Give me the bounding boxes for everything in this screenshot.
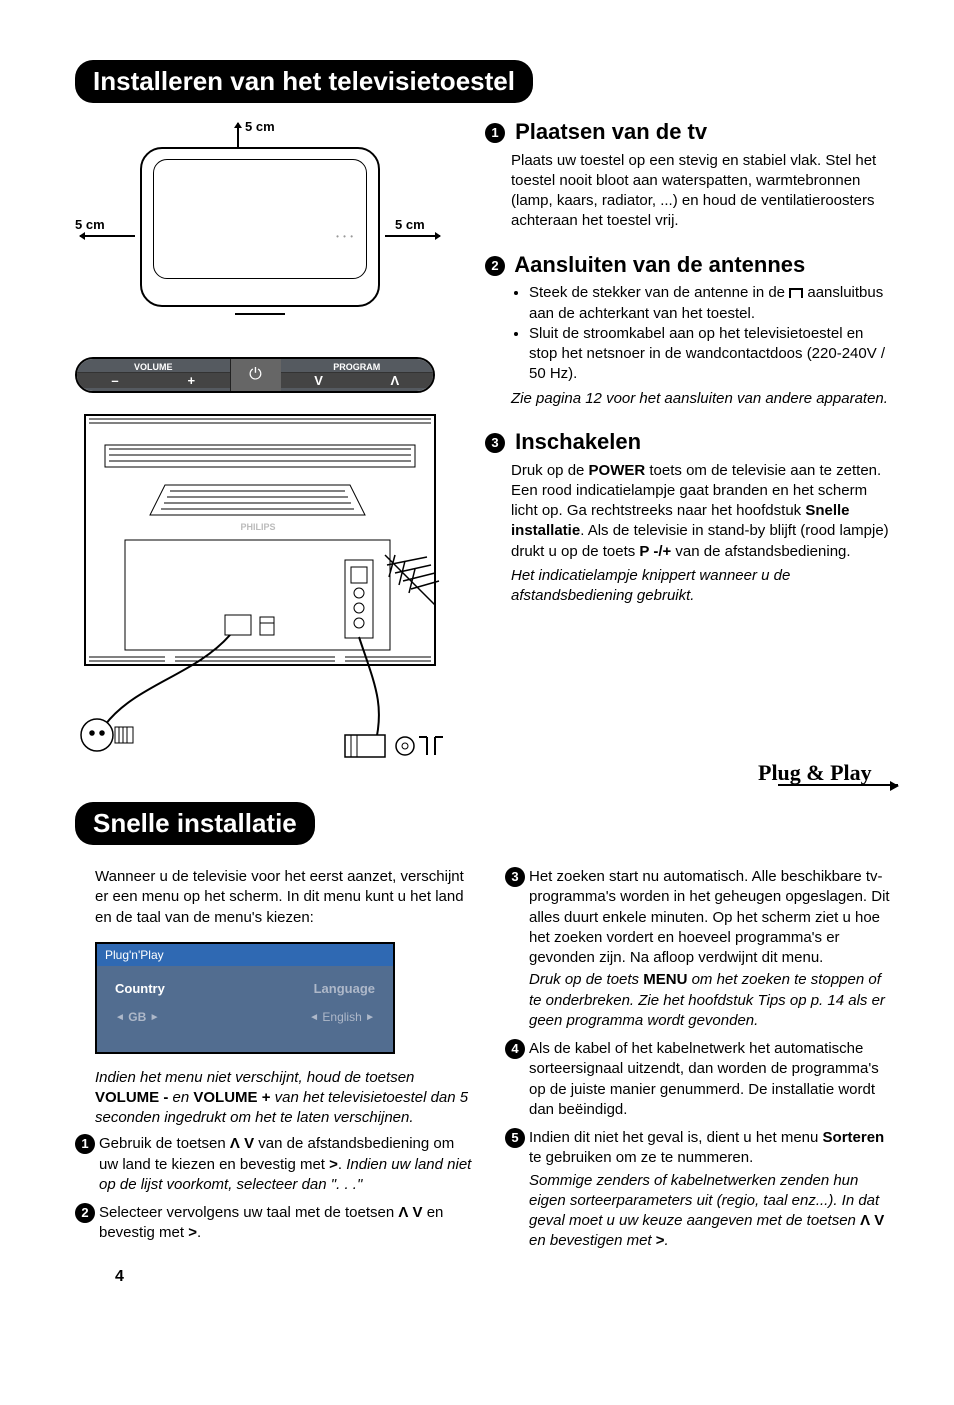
tri-left-icon-2: ◄ (309, 1013, 319, 1024)
svg-text:PHILIPS: PHILIPS (240, 522, 275, 532)
step-3: 3 Inschakelen Druk op de POWER toets om … (485, 427, 894, 606)
left-step-1: 1 Gebruik de toetsen Λ V van de afstands… (75, 1134, 475, 1195)
step2-number-icon: 2 (485, 256, 505, 276)
section1-title: Installeren van het televisietoestel (75, 60, 533, 103)
program-label: PROGRAM (333, 362, 380, 372)
page-number: 4 (115, 1266, 475, 1288)
section-snelle: Snelle installatie Wanneer u de televisi… (75, 802, 894, 1287)
right-column-steps: 1 Plaatsen van de tv Plaats uw toestel o… (485, 117, 894, 780)
rear-connection-diagram: PHILIPS (75, 405, 455, 775)
arrow-right-icon (385, 235, 440, 237)
left-column-diagrams: 5 cm 5 cm 5 cm • • • VOLUME – + (75, 117, 455, 780)
snelle-intro: Wanneer u de televisie voor het eerst aa… (75, 867, 475, 928)
section-install: Installeren van het televisietoestel 5 c… (75, 60, 894, 780)
snelle-left-col: Wanneer u de televisie voor het eerst aa… (75, 867, 475, 1287)
menu-title-bar: Plug'n'Play (97, 944, 393, 966)
plugnplay-menu-diagram: Plug'n'Play Country Language ◄ GB ► ◄ (95, 942, 395, 1054)
menu-note: Indien het menu niet verschijnt, houd de… (75, 1068, 475, 1129)
updown-icon-3: Λ V (860, 1212, 884, 1229)
arrow-left-icon (80, 235, 135, 237)
step2-note: Zie pagina 12 voor het aansluiten van an… (511, 389, 894, 409)
right-step4-number-icon: 4 (505, 1039, 525, 1059)
step3-body: Druk op de POWER toets om de televisie a… (485, 461, 894, 607)
right-step-4: 4 Als de kabel of het kabelnetwerk het a… (505, 1039, 894, 1120)
menu-country-label: Country (115, 980, 165, 998)
control-bar-diagram: VOLUME – + ⏻ PROGRAM V Λ (75, 357, 435, 393)
menu-country-val: GB (128, 1010, 146, 1024)
prog-v-icon: V (314, 373, 323, 388)
volume-label: VOLUME (134, 362, 173, 372)
tri-right-icon-2: ► (365, 1013, 375, 1024)
power-icon: ⏻ (249, 366, 262, 384)
power-segment: ⏻ (231, 359, 281, 391)
step3-title: Inschakelen (515, 429, 641, 454)
menu-language-label: Language (314, 980, 375, 998)
right-step-3: 3 Het zoeken start nu automatisch. Alle … (505, 867, 894, 1031)
tri-right-icon: ► (150, 1013, 160, 1024)
left-step1-number-icon: 1 (75, 1134, 95, 1154)
tv-stand-outline (235, 305, 285, 315)
step-2: 2 Aansluiten van de antennes Steek de st… (485, 250, 894, 409)
program-segment: PROGRAM V Λ (281, 359, 434, 391)
tv-screen-outline: • • • (153, 159, 367, 279)
right-step5-number-icon: 5 (505, 1128, 525, 1148)
dim-right-label: 5 cm (395, 217, 425, 232)
step2-heading: 2 Aansluiten van de antennes (485, 250, 894, 280)
right-step3-number-icon: 3 (505, 867, 525, 887)
left-step-2: 2 Selecteer vervolgens uw taal met de to… (75, 1203, 475, 1244)
plug-and-play-badge: Plug & Play (758, 760, 898, 786)
updown-icon: Λ V (230, 1135, 254, 1152)
arrow-top-icon (237, 123, 239, 147)
step3-note: Het indicatielampje knippert wanneer u d… (511, 566, 894, 607)
step2-bullet2: Sluit de stroomkabel aan op het televisi… (529, 324, 894, 385)
volume-segment: VOLUME – + (77, 359, 231, 391)
updown-icon-2: Λ V (398, 1204, 422, 1221)
tv-side-dots: • • • (336, 232, 354, 241)
step1-body: Plaats uw toestel op een stevig en stabi… (485, 151, 894, 232)
right-arrow-icon-2: > (188, 1224, 197, 1241)
vol-minus-icon: – (111, 373, 118, 388)
tv-clearance-diagram: 5 cm 5 cm 5 cm • • • (75, 117, 445, 337)
step-1: 1 Plaatsen van de tv Plaats uw toestel o… (485, 117, 894, 232)
step1-title: Plaatsen van de tv (515, 119, 707, 144)
menu-body: Country Language ◄ GB ► ◄ English ► (97, 966, 393, 1052)
step2-title: Aansluiten van de antennes (514, 252, 805, 277)
right-step-5: 5 Indien dit niet het geval is, dient u … (505, 1128, 894, 1252)
antenna-symbol-icon (789, 288, 803, 298)
menu-language-val: English (322, 1010, 361, 1024)
section2-title: Snelle installatie (75, 802, 315, 845)
step3-number-icon: 3 (485, 433, 505, 453)
step1-number-icon: 1 (485, 123, 505, 143)
section1-columns: 5 cm 5 cm 5 cm • • • VOLUME – + (75, 117, 894, 780)
left-step2-number-icon: 2 (75, 1203, 95, 1223)
step3-heading: 3 Inschakelen (485, 427, 894, 457)
plug-and-play-arrow-icon (778, 784, 898, 786)
vol-plus-icon: + (187, 373, 195, 388)
prog-a-icon: Λ (391, 373, 400, 388)
step1-heading: 1 Plaatsen van de tv (485, 117, 894, 147)
dim-top-label: 5 cm (245, 119, 275, 134)
snelle-right-col: 3 Het zoeken start nu automatisch. Alle … (505, 867, 894, 1287)
plug-and-play-text: Plug & Play (758, 760, 872, 785)
step2-bullet1: Steek de stekker van de antenne in de aa… (529, 283, 894, 324)
dim-left-label: 5 cm (75, 217, 105, 232)
tri-left-icon: ◄ (115, 1013, 125, 1024)
step2-body: Steek de stekker van de antenne in de aa… (485, 283, 894, 409)
section2-columns: Wanneer u de televisie voor het eerst aa… (75, 867, 894, 1287)
right-arrow-icon-3: > (656, 1232, 665, 1249)
right-arrow-icon: > (329, 1156, 338, 1173)
